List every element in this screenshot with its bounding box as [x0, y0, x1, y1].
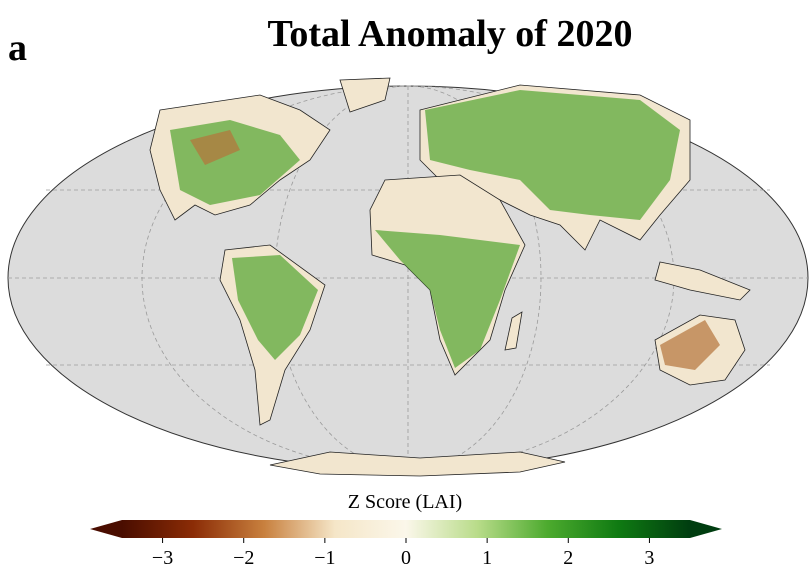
- colorbar-tick-label: 2: [563, 547, 573, 569]
- dryness: [660, 320, 720, 370]
- maritime-asia: [654, 261, 751, 301]
- colorbar-tick-label: −2: [233, 547, 254, 569]
- colorbar-tick-label: 0: [401, 547, 411, 569]
- antarctica: [269, 451, 566, 477]
- colorbar-gradient: [122, 520, 690, 538]
- colorbar-tick-label: 1: [482, 547, 492, 569]
- vegetation: [375, 230, 520, 368]
- colorbar-tick-label: −3: [152, 547, 173, 569]
- map: [7, 77, 809, 477]
- colorbar-arrow-high: [690, 520, 722, 538]
- dryness: [190, 130, 240, 165]
- madagascar: [504, 311, 523, 351]
- colorbar-tick-label: 3: [644, 547, 654, 569]
- map-title: Total Anomaly of 2020: [268, 13, 633, 55]
- colorbar: −3 −2 −1 0 1 2 3: [90, 520, 722, 569]
- greenland: [339, 77, 391, 113]
- panel-label: a: [8, 27, 27, 69]
- colorbar-tick-label: −1: [314, 547, 335, 569]
- colorbar-label: Z Score (LAI): [348, 491, 462, 513]
- colorbar-arrow-low: [90, 520, 122, 538]
- vegetation: [425, 90, 680, 220]
- vegetation: [232, 255, 318, 360]
